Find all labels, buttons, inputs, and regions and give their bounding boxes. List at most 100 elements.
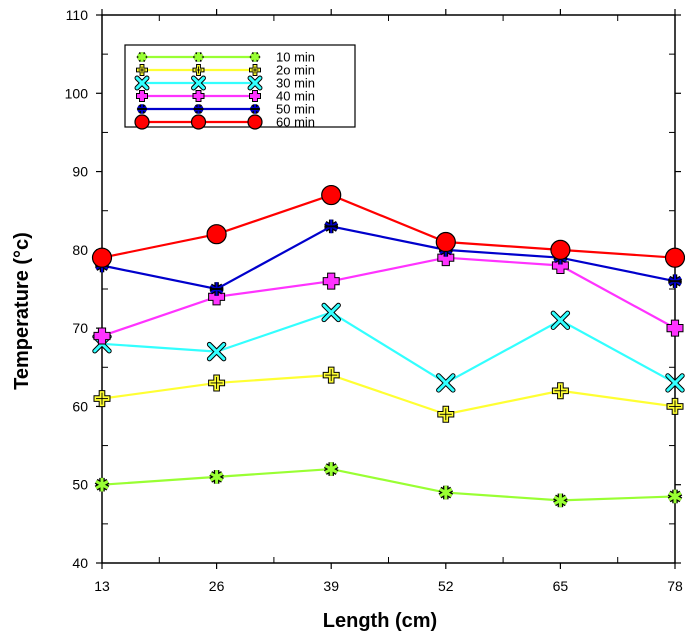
y-axis-title: Temperature (°c) — [11, 232, 33, 390]
data-point-shape — [550, 239, 571, 260]
data-point — [666, 319, 684, 337]
series-line — [101, 193, 676, 259]
legend-marker — [136, 104, 148, 114]
data-point-stroke-b — [551, 311, 570, 330]
data-point-shape — [91, 247, 113, 268]
data-point-ray-2 — [209, 472, 224, 482]
data-point-shape — [664, 247, 685, 268]
data-point — [664, 247, 685, 268]
data-point — [321, 302, 341, 323]
data-point-stroke-b — [207, 342, 226, 361]
x-tick-label: 13 — [94, 578, 110, 594]
data-point-ray-2 — [95, 480, 109, 490]
data-point — [667, 274, 683, 288]
legend-marker — [134, 75, 150, 91]
legend-item: 60 min — [134, 114, 315, 130]
data-point — [93, 327, 111, 345]
y-tick-label: 80 — [72, 242, 88, 258]
data-point-shape — [321, 184, 342, 206]
data-point — [665, 373, 685, 393]
data-point — [209, 470, 224, 484]
x-tick-label: 39 — [323, 578, 339, 594]
y-tick-label: 60 — [72, 398, 88, 414]
legend-marker — [192, 64, 205, 76]
legend-marker-ray-2 — [193, 53, 204, 61]
data-point — [91, 247, 113, 268]
data-point-ray-2 — [553, 495, 568, 506]
series-line — [101, 311, 676, 385]
legend-marker — [191, 75, 206, 91]
legend-marker — [249, 104, 261, 114]
data-point — [436, 373, 456, 393]
y-tick-label: 50 — [72, 477, 88, 493]
legend-marker-stroke-b — [192, 76, 205, 90]
legend-marker — [136, 90, 148, 102]
data-point — [323, 462, 339, 476]
legend-label: 50 min — [276, 102, 315, 117]
y-tick-label: 100 — [65, 85, 89, 101]
data-point — [437, 405, 455, 423]
data-point — [438, 485, 454, 500]
data-point-ray-2 — [439, 487, 453, 498]
y-tick-label: 90 — [72, 164, 88, 180]
data-point-shape — [322, 272, 340, 290]
legend-marker-shape — [247, 114, 263, 130]
legend-marker-stroke-b — [248, 76, 262, 90]
data-point — [93, 390, 111, 408]
data-point-shape — [435, 231, 456, 253]
x-tick-label: 26 — [209, 578, 225, 594]
legend-item: 2o min — [136, 63, 315, 78]
legend-marker-ray-2 — [137, 53, 147, 61]
legend-box — [124, 44, 356, 128]
series-line — [101, 256, 676, 338]
legend-label: 60 min — [276, 115, 315, 130]
legend-marker-shape — [134, 114, 150, 130]
data-point-ray-2 — [324, 464, 338, 474]
data-point — [206, 341, 227, 362]
legend-marker — [249, 64, 261, 76]
series-10-min — [94, 462, 683, 508]
legend-item: 50 min — [136, 102, 315, 117]
legend-label: 40 min — [276, 89, 315, 104]
y-tick-label: 70 — [72, 320, 88, 336]
legend-marker — [134, 114, 150, 130]
data-point — [322, 366, 340, 384]
legend-marker — [136, 64, 148, 76]
data-point — [550, 310, 571, 331]
series-60-min — [91, 184, 685, 268]
data-point — [551, 382, 569, 400]
data-point-shape — [93, 327, 111, 345]
legend-item: 40 min — [136, 89, 315, 104]
data-point-shape — [206, 224, 227, 245]
legend-marker — [193, 104, 204, 114]
data-point — [209, 282, 224, 296]
x-axis-title: Length (cm) — [323, 610, 437, 632]
data-point — [322, 272, 340, 290]
legend-marker-shape — [192, 90, 205, 102]
data-point — [666, 397, 684, 415]
x-tick-label: 78 — [667, 578, 683, 594]
data-point-ray-2 — [668, 491, 682, 502]
data-point — [553, 493, 568, 508]
legend-marker — [193, 52, 204, 62]
data-point-stroke-b — [666, 374, 684, 392]
legend-label: 30 min — [276, 76, 315, 91]
series-layer — [91, 184, 685, 508]
data-point — [667, 489, 683, 504]
data-point — [324, 219, 339, 234]
legend-marker — [192, 90, 205, 102]
x-tick-label: 65 — [553, 578, 569, 594]
legend-marker-stroke-b — [135, 76, 149, 90]
legend-item: 10 min — [136, 50, 315, 65]
data-point-stroke-b — [437, 374, 455, 392]
data-point — [435, 231, 456, 253]
legend-marker — [249, 52, 261, 62]
legend-marker-shape — [190, 114, 207, 130]
x-tick-label: 52 — [438, 578, 454, 594]
data-point — [208, 374, 226, 392]
legend-marker — [249, 90, 261, 102]
data-point — [321, 184, 342, 206]
legend-marker — [190, 114, 207, 130]
